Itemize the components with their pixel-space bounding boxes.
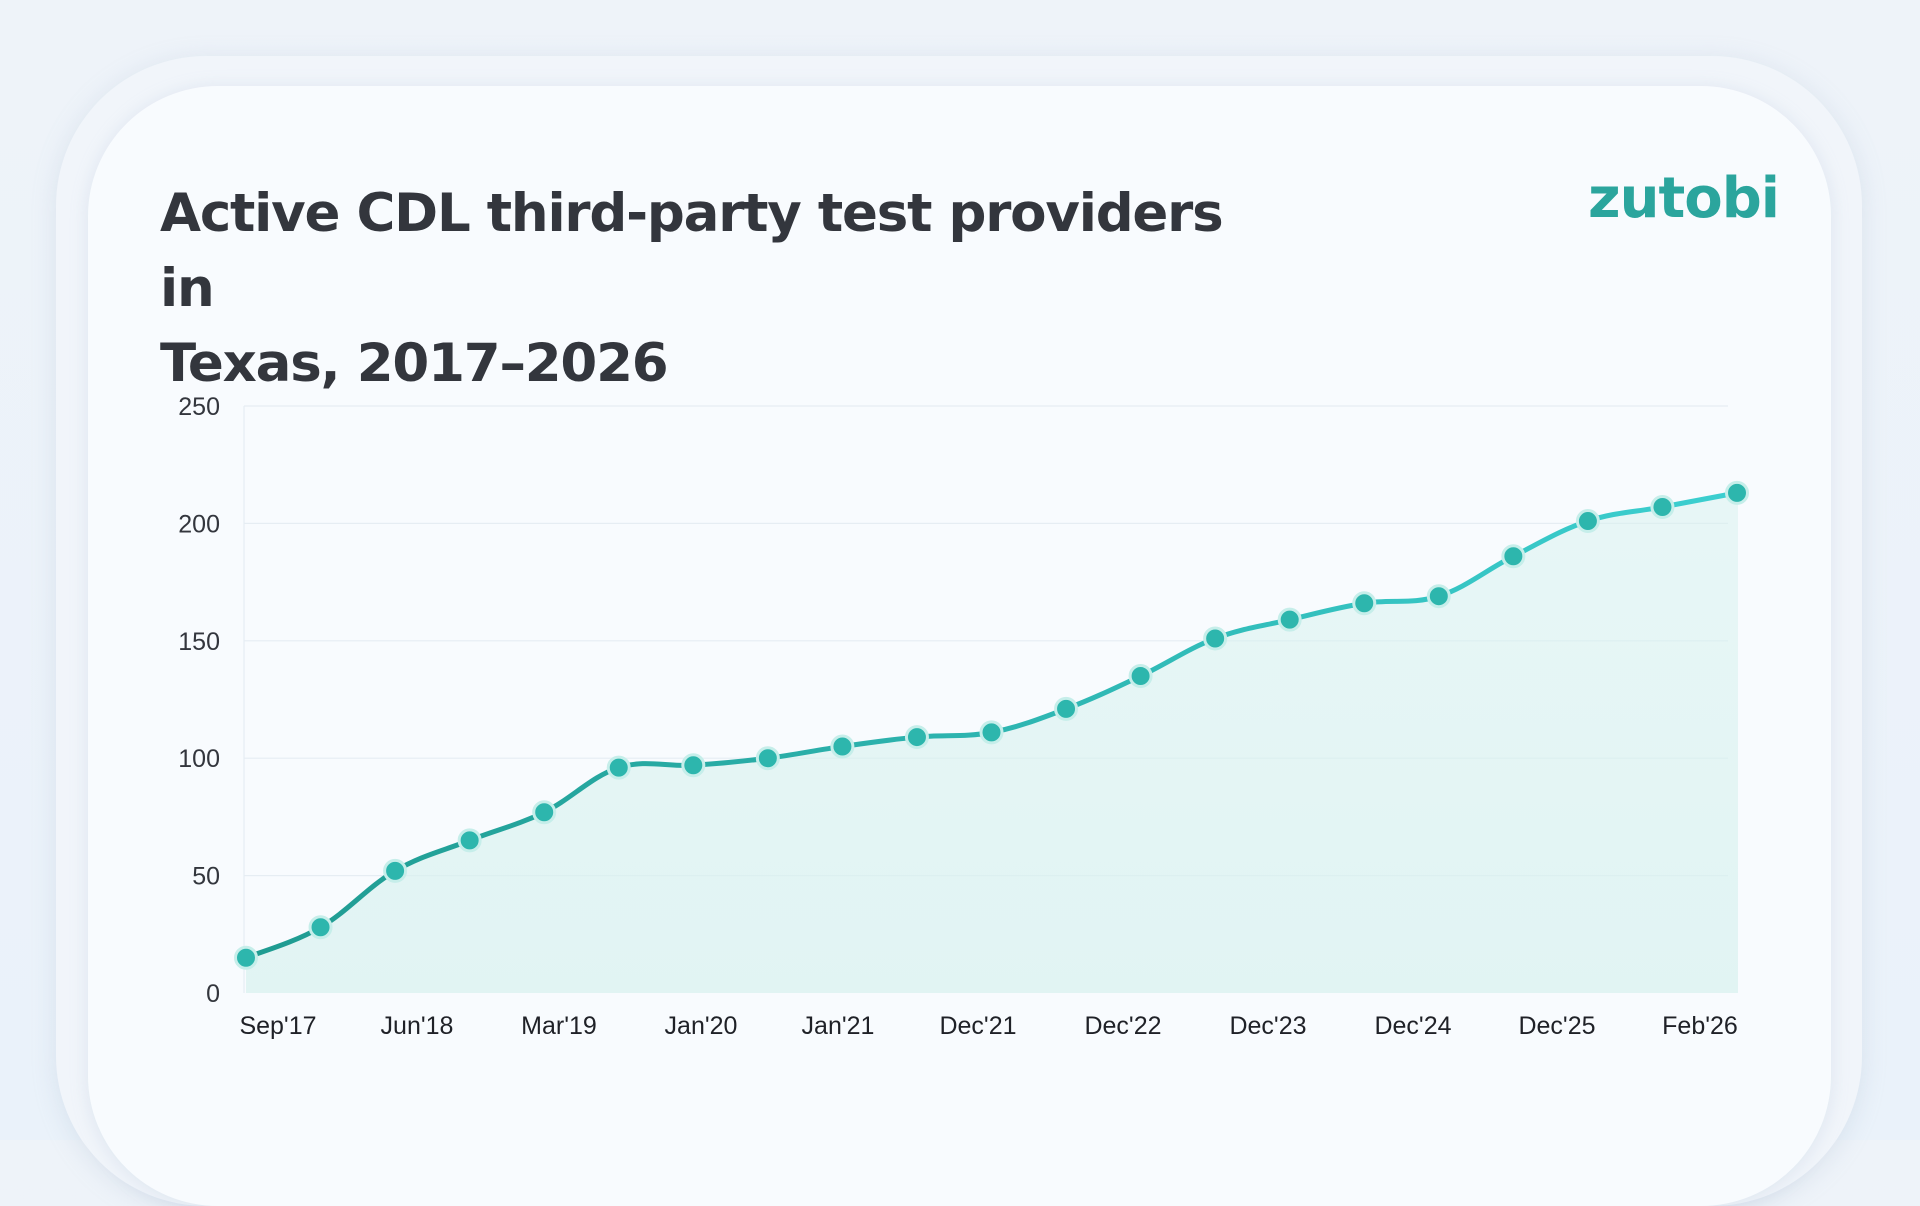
y-tick-label: 150	[178, 628, 220, 656]
x-tick-label: Dec'21	[939, 1012, 1016, 1040]
x-tick-label: Jan'20	[665, 1012, 738, 1040]
data-point	[1426, 584, 1451, 609]
x-tick-label: Sep'17	[239, 1012, 316, 1040]
data-point	[1352, 591, 1377, 616]
data-point	[1054, 696, 1079, 721]
data-point	[830, 734, 855, 759]
y-tick-label: 0	[206, 980, 220, 1008]
data-point	[457, 828, 482, 853]
data-point	[681, 753, 706, 778]
chart-title-line-2: Texas, 2017–2026	[160, 333, 669, 394]
y-tick-label: 100	[178, 745, 220, 773]
x-tick-label: Feb'26	[1662, 1012, 1738, 1040]
y-axis: 0 50 100 150 200 250	[178, 393, 220, 1008]
data-point	[532, 800, 557, 825]
y-tick-label: 200	[178, 510, 220, 538]
line-area-chart: 0 50 100 150 200 250 Sep'17 Jun'18 Mar'19 Jan'20…	[178, 393, 1749, 1040]
data-point	[1725, 480, 1749, 505]
x-tick-label: Dec'23	[1229, 1012, 1306, 1040]
chart-title-line-1: Active CDL third-party test providers in	[160, 183, 1224, 319]
x-tick-label: Dec'22	[1084, 1012, 1161, 1040]
x-tick-label: Dec'24	[1374, 1012, 1451, 1040]
brand-logo: zutobi	[1588, 166, 1780, 231]
data-point	[1650, 494, 1675, 519]
y-tick-label: 250	[178, 393, 220, 421]
data-points	[234, 480, 1749, 970]
chart-title: Active CDL third-party test providers in…	[160, 176, 1260, 401]
x-tick-label: Jun'18	[381, 1012, 454, 1040]
data-point	[1203, 626, 1228, 651]
data-point	[1128, 664, 1153, 689]
x-tick-label: Mar'19	[521, 1012, 597, 1040]
data-point	[1575, 509, 1600, 534]
x-tick-label: Dec'25	[1518, 1012, 1595, 1040]
data-point	[755, 746, 780, 771]
data-point	[308, 915, 333, 940]
data-point	[979, 720, 1004, 745]
x-axis: Sep'17 Jun'18 Mar'19 Jan'20 Jan'21 Dec'21 Dec'…	[239, 1012, 1737, 1040]
data-point	[383, 858, 408, 883]
y-tick-label: 50	[192, 863, 220, 891]
x-tick-label: Jan'21	[802, 1012, 875, 1040]
data-point	[606, 755, 631, 780]
data-point	[904, 725, 929, 750]
data-point	[1501, 544, 1526, 569]
data-point	[1277, 607, 1302, 632]
data-point	[234, 945, 258, 970]
